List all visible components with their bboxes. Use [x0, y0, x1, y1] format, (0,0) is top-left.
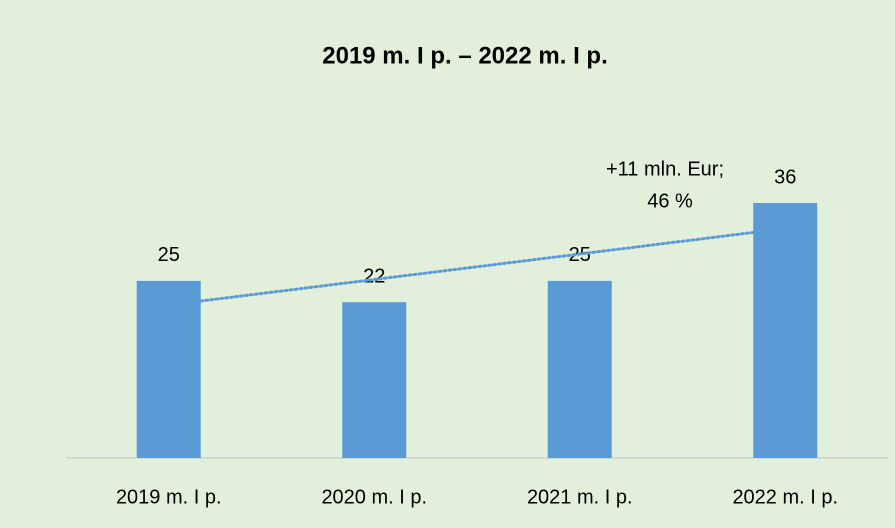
chart-title: 2019 m. I p. – 2022 m. I p.	[322, 42, 607, 69]
annotation: +11 mln. Eur;	[606, 158, 724, 180]
x-tick-label: 2021 m. I p.	[527, 486, 633, 508]
bar	[136, 280, 201, 458]
data-label: 22	[363, 265, 385, 287]
data-label: 25	[158, 244, 180, 266]
data-label: 36	[774, 166, 796, 188]
bar	[547, 280, 612, 458]
x-tick-label: 2020 m. I p.	[321, 486, 427, 508]
bar	[342, 302, 407, 458]
x-tick-label: 2019 m. I p.	[116, 486, 222, 508]
trendline	[199, 230, 755, 303]
x-tick-label: 2022 m. I p.	[732, 486, 838, 508]
bar	[753, 203, 818, 458]
annotation: 46 %	[647, 190, 693, 212]
